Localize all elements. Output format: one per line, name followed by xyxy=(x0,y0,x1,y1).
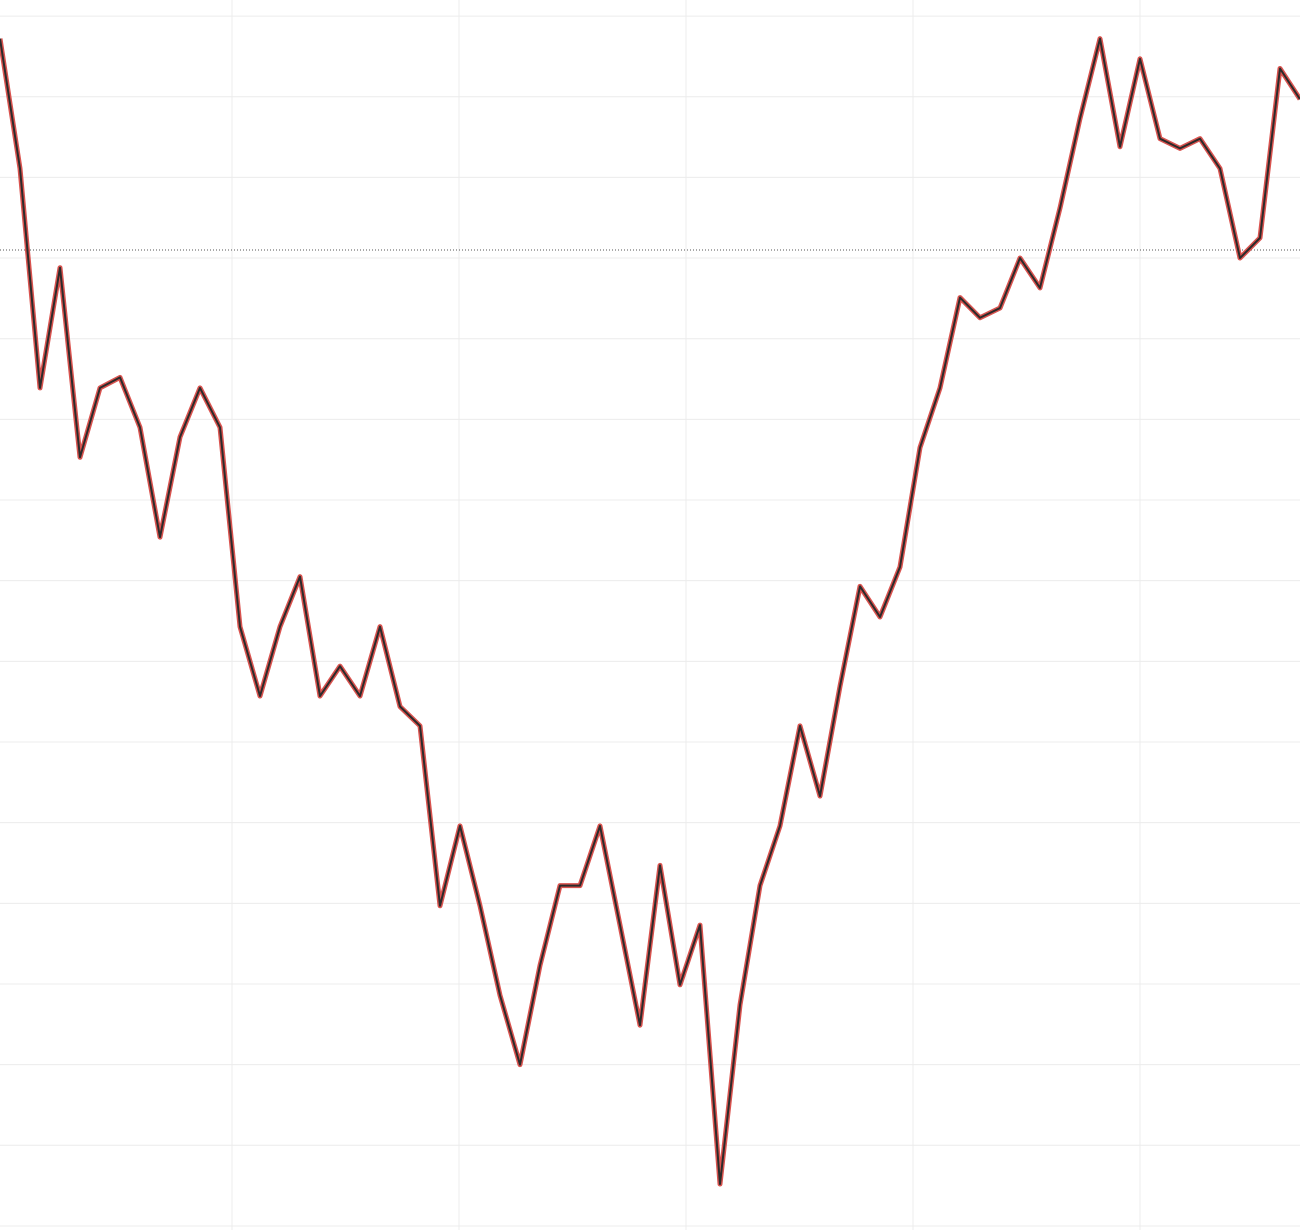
price-line xyxy=(0,37,1300,1186)
price-line-accent xyxy=(0,36,1300,1187)
